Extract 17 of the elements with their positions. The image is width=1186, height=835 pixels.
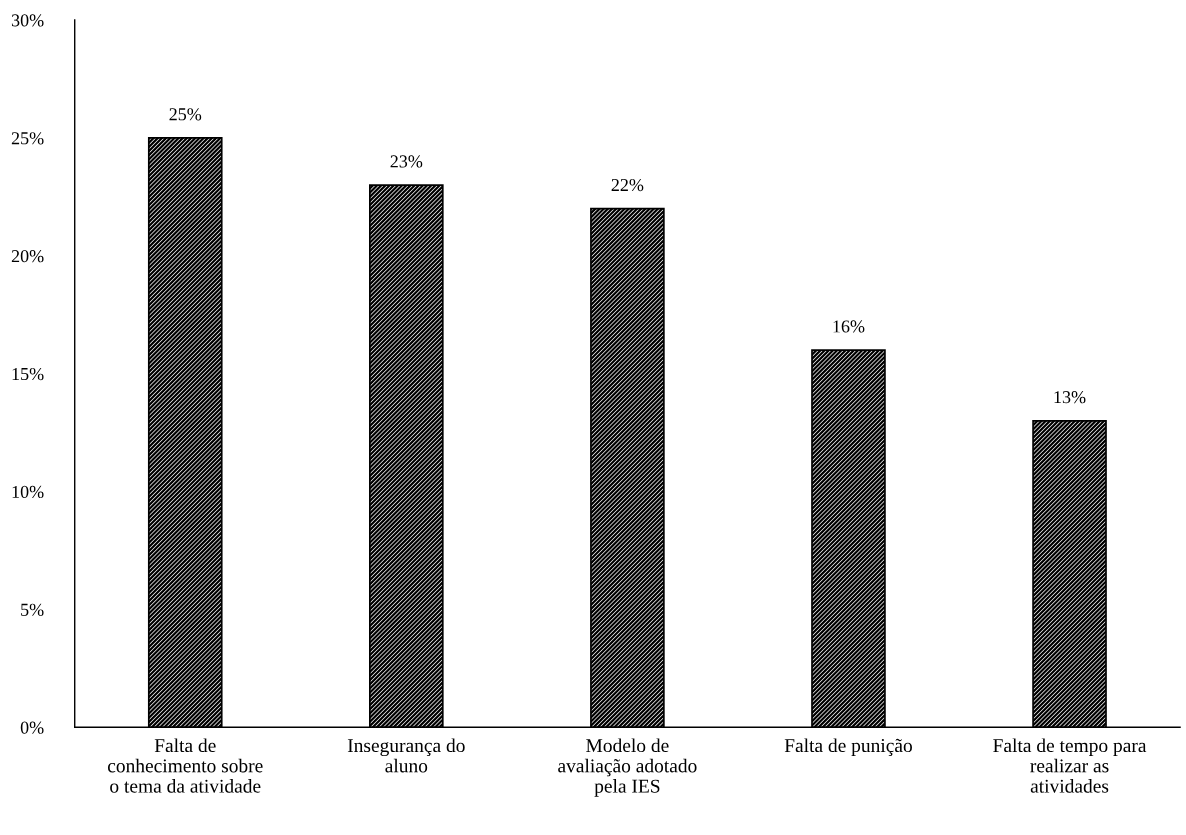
data-label: 25% xyxy=(169,108,202,121)
y-tick-label: 5% xyxy=(21,603,44,616)
y-tick-label: 20% xyxy=(11,250,44,263)
x-tick-label: Modelo de avaliação adotado pela IES xyxy=(558,738,697,797)
y-tick-label: 30% xyxy=(11,14,44,27)
y-tick-label: 10% xyxy=(12,485,44,499)
x-tick-label: Falta de tempo para realizar as atividades xyxy=(993,738,1147,793)
y-tick-label: 15% xyxy=(12,367,44,381)
data-label: 22% xyxy=(611,178,644,192)
x-tick-label: Insegurança do aluno xyxy=(347,738,465,773)
data-label: 23% xyxy=(390,155,423,168)
data-label: 13% xyxy=(1054,391,1086,404)
data-label: 16% xyxy=(833,320,865,333)
x-tick-label: Falta de conhecimento sobre o tema da atividade xyxy=(107,738,263,793)
y-tick-label: 25% xyxy=(11,132,44,145)
x-tick-label: Falta de punição xyxy=(784,738,912,757)
y-tick-label: 0% xyxy=(20,721,44,734)
